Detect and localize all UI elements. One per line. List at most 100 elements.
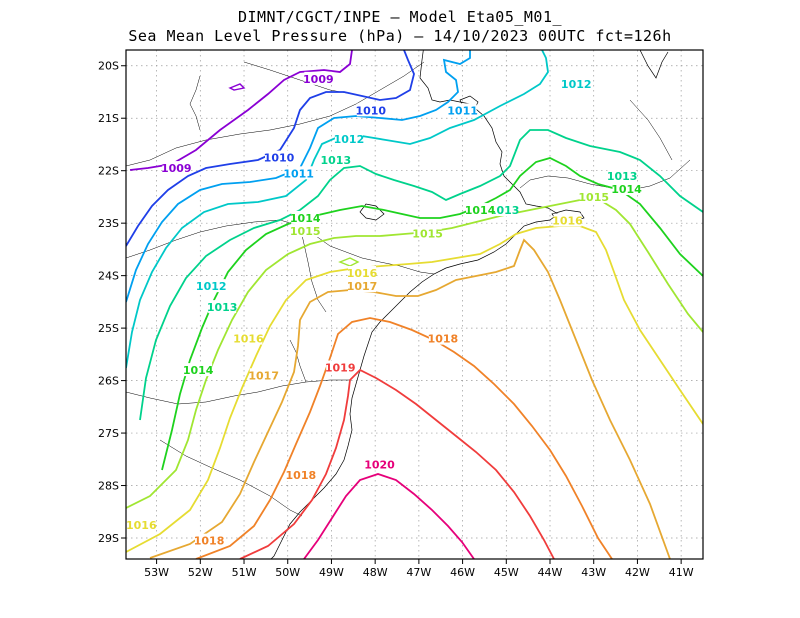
contour-1009-closed xyxy=(228,83,246,91)
lat-tick-label: 28S xyxy=(98,480,119,493)
contour-label: 1018 xyxy=(286,469,317,482)
contour-label-background xyxy=(413,226,442,240)
contour-label: 1012 xyxy=(561,78,592,91)
map-title-line-2: Sea Mean Level Pressure (hPa) – 14/10/20… xyxy=(128,27,672,45)
contour-label-background xyxy=(264,150,293,164)
contour-label-background xyxy=(162,161,191,175)
contour-label: 1010 xyxy=(264,152,295,165)
contour-label: 1015 xyxy=(412,228,443,241)
contour-label: 1009 xyxy=(303,73,334,86)
contour-label-background xyxy=(553,213,582,227)
contour-label-background xyxy=(562,77,591,91)
contour-label-background xyxy=(249,368,278,382)
contour-label-background xyxy=(284,166,313,180)
contour-1011 xyxy=(126,50,471,303)
contour-label-background xyxy=(127,517,156,531)
lat-tick-label: 22S xyxy=(98,165,119,178)
contour-labels: 1009 1009 1010 1010 1011 1011 1012 1012 1012 1013… xyxy=(126,71,642,548)
lon-tick-label: 48W xyxy=(363,566,388,579)
contour-1015 xyxy=(126,199,703,509)
lon-tick-label: 44W xyxy=(538,566,563,579)
map-title-line-1: DIMNT/CGCT/INPE – Model Eta05_M01_ xyxy=(237,8,563,26)
contour-1017 xyxy=(149,238,671,559)
lat-tick-label: 26S xyxy=(98,375,119,388)
contour-label-background xyxy=(348,279,377,293)
contour-label-background xyxy=(195,533,224,547)
contour-label: 1012 xyxy=(334,133,365,146)
contour-label: 1017 xyxy=(347,280,378,293)
contour-label-background xyxy=(326,360,355,374)
contour-label-background xyxy=(448,103,477,117)
contour-1015-small xyxy=(338,257,360,267)
grid-lines xyxy=(126,50,703,559)
lat-tick-label: 20S xyxy=(98,60,119,73)
contour-label-background xyxy=(608,168,637,182)
lon-tick-label: 42W xyxy=(625,566,650,579)
lat-tick-label: 21S xyxy=(98,112,119,125)
axis-ticks: 53W 52W 51W 50W 49W 48W 47W 46W 45W 44W 43W 42W 41W 2… xyxy=(98,60,694,579)
contour-1019 xyxy=(239,368,555,559)
lon-tick-label: 45W xyxy=(494,566,519,579)
contour-label-background xyxy=(208,300,237,314)
contour-label: 1013 xyxy=(207,301,238,314)
contour-label: 1020 xyxy=(364,459,395,472)
lon-tick-label: 51W xyxy=(232,566,257,579)
contour-label-background xyxy=(197,279,226,293)
contour-label: 1013 xyxy=(607,170,638,183)
contour-1010 xyxy=(126,50,415,247)
contour-label: 1015 xyxy=(578,191,609,204)
contour-label-background xyxy=(291,210,320,224)
contour-label-background xyxy=(356,103,385,117)
map-frame xyxy=(125,49,704,560)
contour-label: 1010 xyxy=(355,104,386,117)
contour-label: 1019 xyxy=(325,361,356,374)
contour-label: 1009 xyxy=(161,162,192,175)
contour-label-background xyxy=(321,153,350,167)
contour-label-background xyxy=(334,132,363,146)
contour-label: 1011 xyxy=(283,167,314,180)
lon-tick-label: 41W xyxy=(669,566,694,579)
lon-tick-label: 50W xyxy=(275,566,300,579)
lat-tick-label: 25S xyxy=(98,322,119,335)
contour-label: 1014 xyxy=(183,364,214,377)
contour-label-background xyxy=(612,182,641,196)
contour-label: 1014 xyxy=(611,183,642,196)
contour-label-background xyxy=(490,203,519,217)
contour-label: 1016 xyxy=(233,333,264,346)
contour-label: 1018 xyxy=(428,333,459,346)
contour-label: 1014 xyxy=(290,212,321,225)
contour-1014 xyxy=(161,157,703,471)
lon-tick-label: 53W xyxy=(144,566,169,579)
contour-1016 xyxy=(126,225,703,553)
lon-tick-label: 46W xyxy=(450,566,475,579)
contour-label-background xyxy=(234,331,263,345)
contour-label-background xyxy=(365,457,394,471)
contour-1013 xyxy=(139,129,703,421)
lat-tick-label: 23S xyxy=(98,217,119,230)
contour-label-background xyxy=(348,266,377,280)
contour-1020 xyxy=(303,473,475,559)
contour-label-background xyxy=(291,224,320,238)
contour-label: 1016 xyxy=(347,267,378,280)
contour-1012 xyxy=(126,50,549,369)
lon-tick-label: 43W xyxy=(581,566,606,579)
contour-label: 1012 xyxy=(196,280,227,293)
pressure-contours xyxy=(126,50,703,559)
contour-label: 1016 xyxy=(126,519,157,532)
contour-label: 1014 xyxy=(465,204,496,217)
contour-label: 1016 xyxy=(552,215,583,228)
contour-label: 1018 xyxy=(194,535,225,548)
lat-tick-label: 24S xyxy=(98,270,119,283)
contour-label: 1013 xyxy=(489,204,520,217)
contour-label: 1017 xyxy=(248,369,279,382)
contour-label-background xyxy=(304,71,333,85)
contour-1018 xyxy=(195,317,613,559)
lon-tick-label: 49W xyxy=(319,566,344,579)
lat-tick-label: 29S xyxy=(98,532,119,545)
lon-tick-label: 47W xyxy=(406,566,431,579)
contour-label: 1015 xyxy=(290,225,321,238)
contour-label: 1011 xyxy=(447,104,478,117)
contour-label-background xyxy=(579,189,608,203)
lat-tick-label: 27S xyxy=(98,427,119,440)
contour-label: 1013 xyxy=(321,154,352,167)
